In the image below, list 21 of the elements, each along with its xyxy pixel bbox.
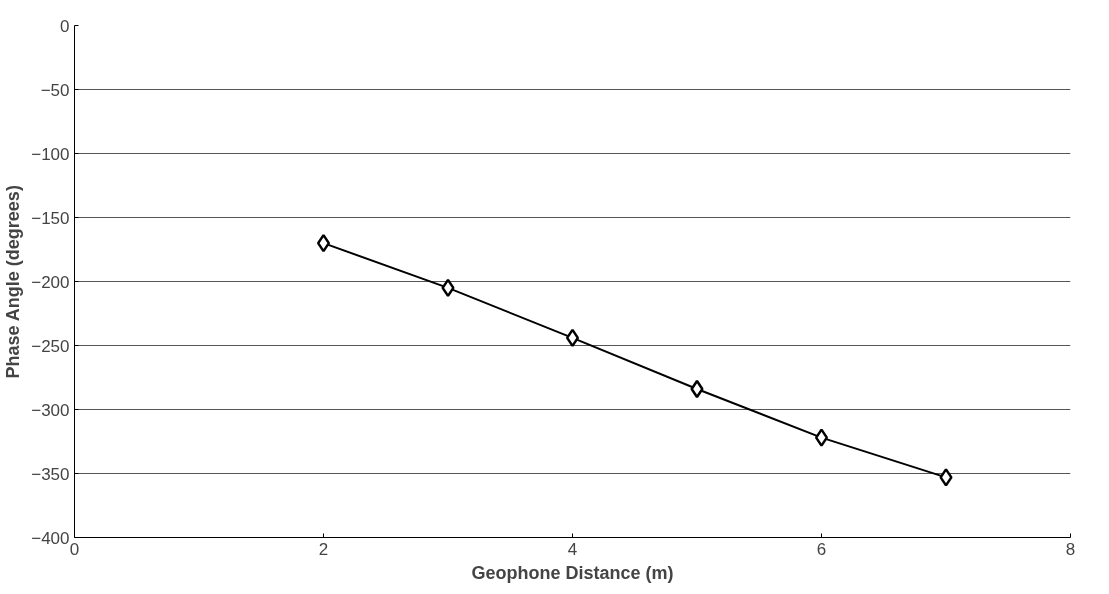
point xyxy=(316,233,331,253)
y-tick-label: −100 xyxy=(31,144,70,164)
y-tick-label: −250 xyxy=(31,336,70,356)
point xyxy=(565,328,580,348)
y-tick-label: 0 xyxy=(60,16,70,36)
point xyxy=(939,468,953,487)
y-tick-label: −200 xyxy=(31,272,70,292)
y-tick-label: −50 xyxy=(40,80,70,100)
y-tick-label: −350 xyxy=(31,464,70,484)
point xyxy=(690,379,704,399)
x-tick-label: 4 xyxy=(567,539,578,559)
point xyxy=(814,428,829,447)
x-tick-label: 6 xyxy=(816,539,827,559)
y-tick-label: −300 xyxy=(31,400,70,420)
y-tick-label: −400 xyxy=(31,528,70,548)
x-axis-title: Geophone Distance (m) xyxy=(471,562,674,583)
y-axis-title: Phase Angle (degrees) xyxy=(3,185,24,379)
x-tick-label: 2 xyxy=(318,539,329,559)
y-tick-label: −150 xyxy=(31,208,70,228)
x-tick-label: 8 xyxy=(1065,539,1076,559)
point xyxy=(441,278,455,298)
